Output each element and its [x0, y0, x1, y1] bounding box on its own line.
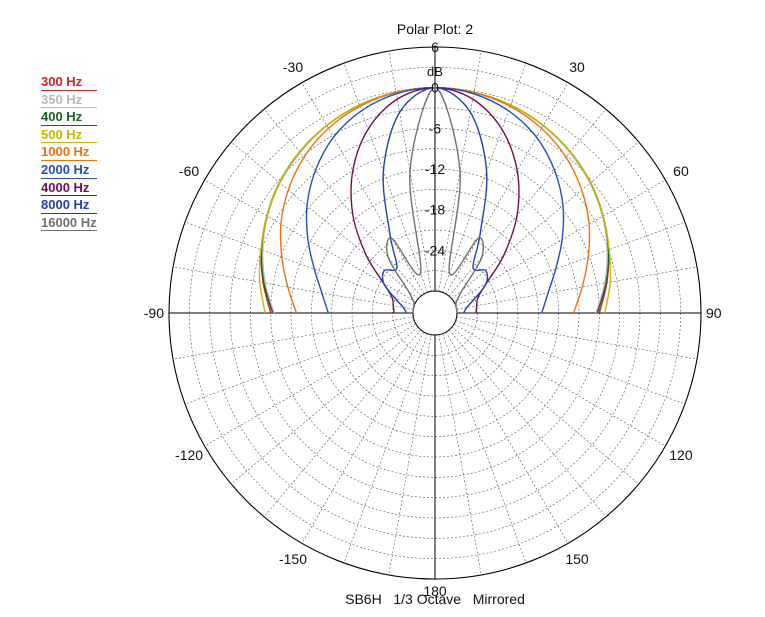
angle-tick-label: 120 [669, 447, 693, 463]
grid-spoke [301, 331, 425, 544]
radial-tick-label: -12 [425, 161, 445, 177]
angle-tick-label: -120 [175, 447, 203, 463]
grid-spoke [442, 62, 527, 293]
grid-spoke [438, 334, 482, 576]
legend-item: 2000 Hz [41, 161, 97, 179]
angle-tick-label: 30 [569, 59, 585, 75]
angle-tick-label: -60 [179, 163, 199, 179]
grid-spoke [448, 329, 607, 517]
angle-tick-label: -150 [279, 551, 307, 567]
angle-tick-label: -30 [283, 59, 303, 75]
grid-spoke [343, 333, 428, 564]
radial-tick-label: -24 [425, 242, 445, 258]
angle-tick-label: -90 [144, 305, 164, 321]
axis-labels: 60-6-12-18-24-30 30-60 60-90 90-120 120-150 1… [144, 39, 722, 599]
grid-spoke [204, 179, 417, 303]
grid-spoke [455, 320, 686, 405]
grid-spoke [456, 316, 698, 360]
grid-spoke [453, 179, 666, 303]
grid-spoke [445, 82, 569, 295]
grid-spoke [456, 266, 698, 310]
grid-spoke [442, 333, 527, 564]
radial-unit-label: dB [427, 64, 443, 79]
angle-tick-label: 180 [423, 583, 447, 599]
grid-spoke [172, 316, 414, 360]
angle-tick-label: 60 [673, 163, 689, 179]
series-line-16000-hz [386, 86, 484, 314]
grid-spoke [231, 141, 419, 300]
grid-spoke [388, 334, 432, 576]
grid-spoke [453, 323, 666, 447]
grid-spoke [172, 266, 414, 310]
grid-spoke [231, 326, 419, 485]
chart-footer: SB6H 1/3 Octave Mirrored [345, 591, 525, 607]
angle-tick-label: 90 [706, 305, 722, 321]
radial-tick-label: 6 [431, 39, 439, 55]
legend: 300 Hz 350 Hz 400 Hz 500 Hz 1000 Hz 2000 Hz 40… [41, 73, 97, 232]
legend-item: 1000 Hz [41, 143, 97, 161]
grid-spoke [451, 326, 639, 485]
series-curves [258, 86, 612, 314]
grid-spoke [455, 221, 686, 306]
legend-item: 350 Hz [41, 91, 97, 109]
radial-tick-label: -6 [429, 120, 442, 136]
chart-title: Polar Plot: 2 [397, 21, 473, 37]
grid-spoke [263, 109, 422, 297]
grid-spoke [263, 329, 422, 517]
radial-tick-label: -18 [425, 202, 445, 218]
legend-item: 4000 Hz [41, 179, 97, 197]
legend-item: 8000 Hz [41, 196, 97, 214]
radial-tick-label: 0 [431, 80, 439, 96]
grid-spoke [301, 82, 425, 295]
grid-spoke [184, 221, 415, 306]
legend-item: 400 Hz [41, 108, 97, 126]
grid-spoke [343, 62, 428, 293]
grid-spoke [451, 141, 639, 300]
legend-item: 300 Hz [41, 73, 97, 91]
grid-spoke [204, 323, 417, 447]
legend-item: 500 Hz [41, 126, 97, 144]
angle-tick-label: 150 [565, 551, 589, 567]
grid-spoke [445, 331, 569, 544]
inner-ring [412, 290, 458, 336]
grid-spoke [448, 109, 607, 297]
legend-item: 16000 Hz [41, 214, 97, 232]
grid-spoke [184, 320, 415, 405]
